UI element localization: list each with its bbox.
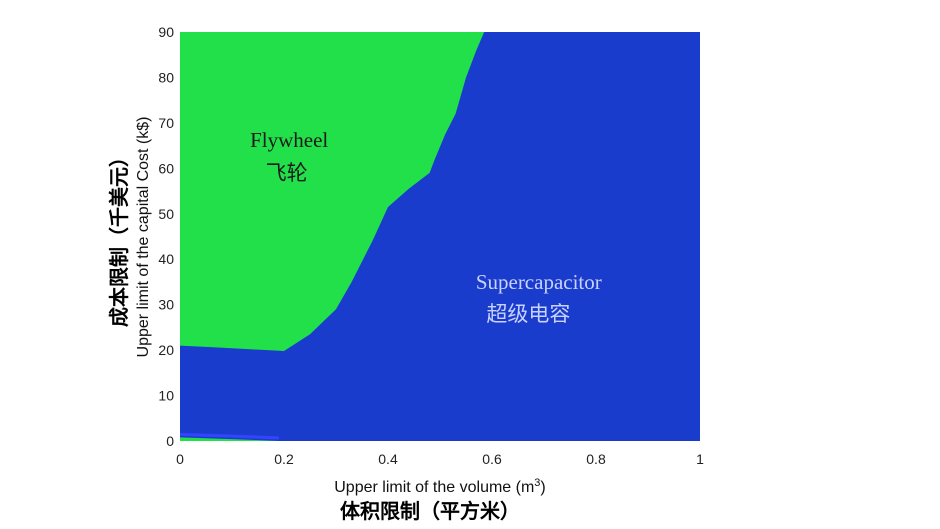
x-tick-label: 0 (176, 451, 184, 467)
boundary-sliver (179, 432, 279, 440)
y-axis-label-cn: 成本限制（千美元） (107, 147, 131, 327)
y-tick-label: 30 (158, 297, 174, 313)
y-tick-label: 80 (158, 69, 174, 85)
plot-area (179, 32, 700, 441)
flywheel-lower-sliver (180, 437, 279, 441)
y-tick-label: 40 (158, 251, 174, 267)
y-tick-label: 20 (158, 342, 174, 358)
flywheel-label-cn: 飞轮 (266, 161, 308, 185)
y-axis-label: Upper limit of the capital Cost (k$) (135, 117, 152, 358)
x-tick-label: 0.2 (274, 451, 294, 467)
x-tick-label: 1 (696, 451, 704, 467)
x-axis-label: Upper limit of the volume (m3) (334, 477, 546, 496)
y-tick-label: 60 (158, 160, 174, 176)
x-tick-label: 0.6 (482, 451, 502, 467)
supercapacitor-label: Supercapacitor (476, 270, 602, 294)
x-tick-label: 0.8 (586, 451, 606, 467)
flywheel-region (180, 32, 485, 352)
flywheel-label: Flywheel (250, 128, 328, 152)
y-tick-label: 50 (158, 206, 174, 222)
x-tick-label: 0.4 (378, 451, 398, 467)
y-tick-label: 0 (166, 433, 174, 449)
supercapacitor-label-cn: 超级电容 (486, 302, 570, 326)
y-tick-label: 70 (158, 115, 174, 131)
y-axis-ticks: 0 10 20 30 40 50 60 70 80 90 (158, 24, 174, 449)
y-tick-label: 10 (158, 388, 174, 404)
y-tick-label: 90 (158, 24, 174, 40)
x-axis-ticks: 0 0.2 0.4 0.6 0.8 1 (176, 451, 704, 467)
x-axis-label-cn: 体积限制（平方米） (340, 499, 520, 523)
